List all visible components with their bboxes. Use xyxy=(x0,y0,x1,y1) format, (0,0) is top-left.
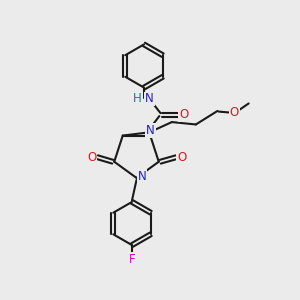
Text: O: O xyxy=(87,151,96,164)
Text: H: H xyxy=(133,92,142,106)
Text: O: O xyxy=(179,108,188,121)
Text: N: N xyxy=(137,170,146,183)
Text: O: O xyxy=(230,106,239,119)
Text: F: F xyxy=(129,253,135,266)
Text: N: N xyxy=(145,92,154,106)
Text: O: O xyxy=(177,151,187,164)
Text: N: N xyxy=(146,124,154,137)
